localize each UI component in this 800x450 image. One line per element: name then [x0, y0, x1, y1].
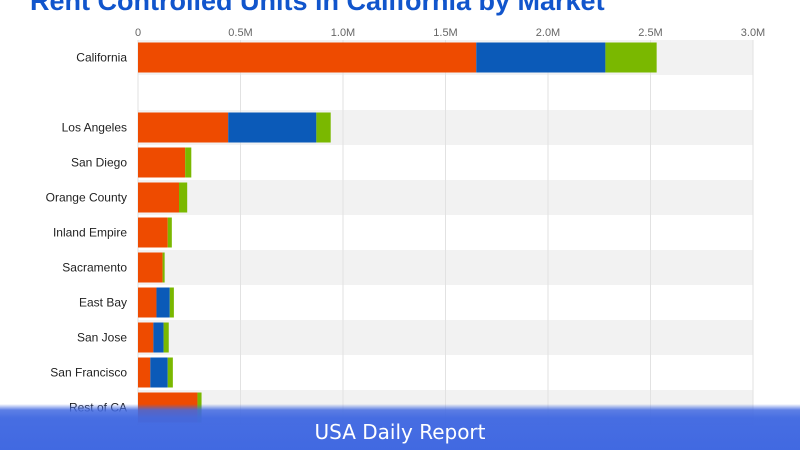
bar-segment — [138, 147, 186, 178]
bar-segment — [316, 112, 331, 143]
chart-title: Rent Controlled Units in California by M… — [30, 0, 605, 16]
bar-segment — [163, 322, 169, 353]
category-label: Sacramento — [62, 261, 127, 275]
bar-segment — [167, 217, 172, 248]
bar-segment — [138, 112, 229, 143]
x-tick-label: 1.5M — [433, 27, 457, 39]
bar-segment — [150, 357, 168, 388]
bar-segment — [169, 287, 174, 318]
bar-segment — [179, 182, 188, 213]
bar-segment — [228, 112, 317, 143]
bar-segment — [138, 287, 157, 318]
bar-segment — [605, 42, 657, 73]
banner-text: USA Daily Report — [314, 420, 486, 444]
bar-segment — [138, 357, 151, 388]
bar-segment — [153, 322, 164, 353]
x-tick-label: 0 — [135, 27, 141, 39]
bar-segment — [185, 147, 192, 178]
bar-segment — [138, 252, 163, 283]
category-label: San Jose — [77, 331, 127, 345]
bar-segment — [476, 42, 606, 73]
x-tick-label: 3.0M — [741, 27, 765, 39]
bar-segment — [167, 357, 173, 388]
footer-banner — [0, 404, 800, 450]
x-tick-label: 2.5M — [638, 27, 662, 39]
x-tick-label: 0.5M — [228, 27, 252, 39]
category-label: Los Angeles — [62, 121, 127, 135]
bar-segment — [162, 252, 165, 283]
bar-segment — [138, 217, 168, 248]
bar-segment — [138, 182, 179, 213]
category-label: San Francisco — [50, 366, 127, 380]
category-label: California — [76, 51, 127, 65]
category-label: East Bay — [79, 296, 127, 310]
bar-segment — [138, 322, 154, 353]
x-tick-label: 2.0M — [536, 27, 560, 39]
category-label: Orange County — [46, 191, 127, 205]
x-tick-label: 1.0M — [331, 27, 355, 39]
category-label: Inland Empire — [53, 226, 127, 240]
bar-segment — [156, 287, 170, 318]
bar-segment — [138, 42, 477, 73]
category-label: San Diego — [71, 156, 127, 170]
